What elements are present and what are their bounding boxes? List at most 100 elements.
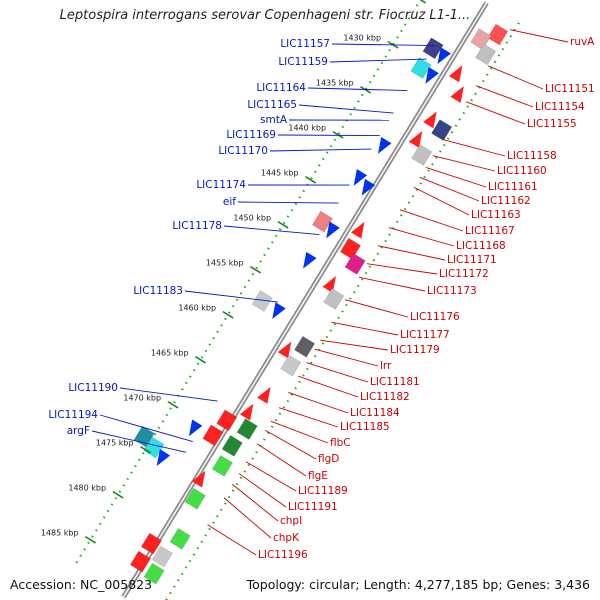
gene-feature[interactable] [298, 251, 317, 272]
reverse-gene-label[interactable]: LIC11154 [535, 101, 585, 113]
gene-arrow [423, 111, 437, 129]
gene-feature[interactable] [373, 136, 392, 157]
forward-gene-label[interactable]: argF [67, 425, 90, 437]
forward-gene-label[interactable]: LIC11170 [218, 145, 268, 157]
reverse-gene-label[interactable]: chpI [280, 515, 302, 527]
reverse-gene-label[interactable]: LIC11173 [427, 285, 477, 297]
gene-feature[interactable] [475, 43, 497, 66]
gene-feature[interactable] [191, 468, 211, 488]
gene-feature[interactable] [357, 178, 376, 199]
gene-feature[interactable] [422, 37, 444, 60]
gene-feature[interactable] [487, 23, 509, 46]
reverse-gene-label[interactable]: flgD [318, 453, 339, 465]
reverse-gene-label[interactable]: LIC11162 [481, 195, 531, 207]
gene-feature[interactable] [408, 128, 428, 148]
reverse-gene-label[interactable]: LIC11189 [298, 485, 348, 497]
gene-feature[interactable] [184, 419, 203, 439]
reverse-label-leader [377, 245, 446, 261]
gene-feature[interactable] [322, 273, 342, 293]
reverse-gene-label[interactable]: LIC11158 [507, 150, 557, 162]
gene-feature[interactable] [152, 449, 171, 469]
forward-gene-label[interactable]: LIC11190 [68, 382, 118, 394]
reverse-gene-label[interactable]: LIC11179 [390, 344, 440, 356]
reverse-gene-label[interactable]: LIC11161 [488, 181, 538, 193]
forward-gene-label[interactable]: smtA [260, 114, 288, 126]
reverse-gene-label[interactable]: LIC11172 [439, 268, 489, 280]
gene-arrow [277, 341, 292, 359]
gene-feature[interactable] [251, 290, 273, 312]
forward-gene-label[interactable]: LIC11194 [48, 409, 98, 421]
reverse-label-leader [320, 339, 389, 351]
gene-feature[interactable] [349, 169, 368, 189]
gene-feature[interactable] [321, 221, 340, 242]
gene-feature[interactable] [294, 335, 316, 358]
reverse-label-leader [419, 176, 480, 202]
forward-gene-label[interactable]: LIC11165 [247, 99, 297, 111]
gene-feature[interactable] [420, 67, 439, 87]
gene-feature[interactable] [239, 401, 259, 421]
reverse-gene-label[interactable]: LIC11185 [340, 421, 390, 433]
forward-gene-label[interactable]: LIC11157 [280, 38, 330, 50]
gene-feature[interactable] [221, 435, 243, 457]
gene-feature[interactable] [169, 527, 191, 550]
gene-feature[interactable] [339, 237, 361, 260]
gene-box [151, 545, 173, 568]
gene-box [411, 144, 433, 166]
gene-feature[interactable] [344, 253, 366, 275]
gene-feature[interactable] [184, 487, 206, 510]
reverse-gene-label[interactable]: flgE [308, 470, 328, 482]
gene-feature[interactable] [211, 454, 233, 477]
gene-feature[interactable] [277, 338, 297, 359]
forward-gene-label[interactable]: LIC11183 [133, 285, 183, 297]
gene-feature[interactable] [411, 144, 433, 166]
gene-feature[interactable] [151, 545, 173, 568]
gene-feature[interactable] [423, 108, 442, 129]
reverse-gene-label[interactable]: LIC11160 [497, 165, 547, 177]
gene-feature[interactable] [129, 550, 151, 573]
gene-feature[interactable] [323, 288, 345, 310]
reverse-gene-label[interactable]: LIC11191 [288, 501, 338, 513]
reverse-gene-label[interactable]: LIC11168 [456, 240, 506, 252]
forward-gene-label[interactable]: LIC11174 [196, 179, 246, 191]
gene-feature[interactable] [236, 418, 258, 440]
reverse-gene-label[interactable]: LIC11182 [360, 391, 410, 403]
forward-gene-label[interactable]: LIC11178 [172, 220, 222, 232]
reverse-gene-label[interactable]: LIC11176 [410, 311, 460, 323]
reverse-gene-label[interactable]: LIC11163 [471, 209, 521, 221]
reverse-gene-label[interactable]: LIC11184 [350, 407, 400, 419]
forward-gene-label[interactable]: LIC11159 [278, 56, 328, 68]
gene-feature[interactable] [140, 532, 162, 555]
gene-feature[interactable] [410, 57, 432, 79]
forward-label-leader [329, 58, 427, 63]
reverse-gene-label[interactable]: LIC11177 [400, 329, 450, 341]
reverse-gene-label[interactable]: LIC11171 [447, 254, 497, 266]
gene-feature[interactable] [350, 219, 370, 239]
reverse-gene-label[interactable]: ruvA [570, 36, 595, 48]
gene-feature[interactable] [267, 302, 286, 322]
reverse-label-leader [207, 524, 257, 556]
gene-feature[interactable] [450, 83, 469, 103]
forward-gene-label[interactable]: eif [223, 196, 236, 208]
gene-feature[interactable] [432, 47, 451, 67]
reverse-gene-label[interactable]: chpK [273, 532, 300, 544]
reverse-gene-label[interactable]: LIC11181 [370, 376, 420, 388]
reverse-gene-label[interactable]: LIC11167 [465, 225, 515, 237]
gene-feature[interactable] [431, 119, 453, 141]
reverse-gene-label[interactable]: flbC [330, 437, 351, 449]
gene-feature[interactable] [448, 62, 468, 83]
reverse-gene-label[interactable]: LIC11151 [545, 83, 595, 95]
gene-feature[interactable] [280, 354, 302, 377]
forward-gene-label[interactable]: LIC11169 [226, 129, 276, 141]
gene-feature[interactable] [143, 562, 165, 585]
reverse-gene-label[interactable]: lrr [380, 360, 392, 372]
gene-feature[interactable] [311, 210, 333, 233]
gene-feature[interactable] [257, 384, 276, 404]
reverse-gene-label[interactable]: LIC11155 [527, 118, 577, 130]
gene-feature[interactable] [202, 424, 224, 447]
forward-gene-label[interactable]: LIC11164 [256, 82, 306, 94]
reverse-gene-label[interactable]: LIC11196 [258, 549, 308, 561]
gene-feature[interactable] [470, 28, 492, 50]
reverse-gene-labels: ruvA LIC11151 LIC11154 LIC11155 LIC11158 LIC1… [207, 29, 595, 561]
gene-feature[interactable] [216, 409, 238, 432]
